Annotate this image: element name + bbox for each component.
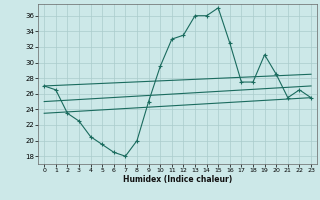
X-axis label: Humidex (Indice chaleur): Humidex (Indice chaleur) <box>123 175 232 184</box>
